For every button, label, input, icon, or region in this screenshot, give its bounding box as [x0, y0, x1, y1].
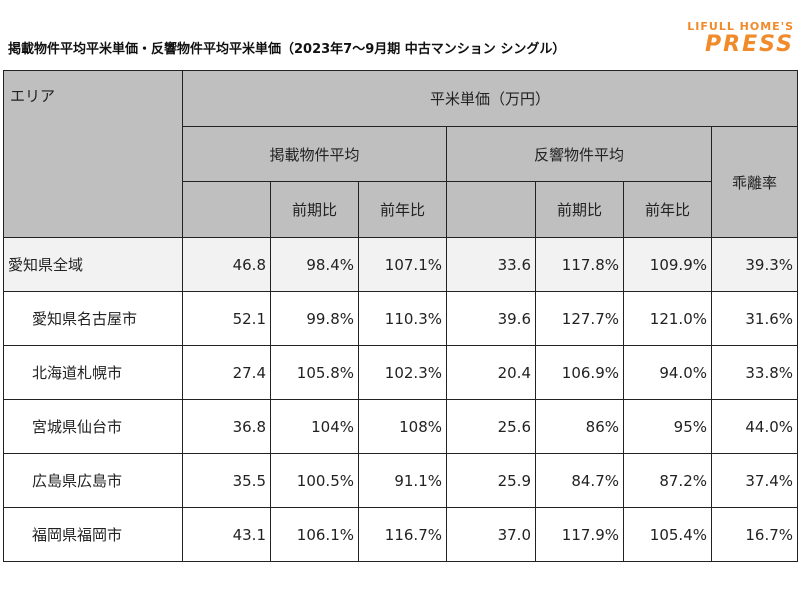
cell-gap: 33.8% — [710, 345, 799, 400]
header-listing-qoq: 前期比 — [270, 181, 359, 238]
header-listing-yoy: 前年比 — [358, 181, 447, 238]
header-listing-avg: 掲載物件平均 — [182, 126, 447, 182]
cell-area: 福岡県福岡市 — [3, 507, 183, 562]
cell-gap: 39.3% — [710, 237, 799, 292]
header-listing-blank — [182, 181, 271, 238]
cell-listing-yoy: 116.7% — [358, 507, 447, 562]
cell-listing-yoy: 110.3% — [358, 291, 447, 346]
cell-response: 37.0 — [446, 507, 536, 562]
brand-logo-main: PRESS — [705, 32, 794, 57]
cell-response: 25.9 — [446, 453, 536, 508]
cell-response: 33.6 — [446, 237, 536, 292]
cell-response-qoq: 84.7% — [535, 453, 624, 508]
cell-response-qoq: 106.9% — [535, 345, 624, 400]
page-title: 掲載物件平均平米単価・反響物件平均平米単価（2023年7～9月期 中古マンション… — [8, 42, 566, 57]
cell-listing-qoq: 106.1% — [270, 507, 359, 562]
cell-listing: 43.1 — [182, 507, 271, 562]
cell-response-qoq: 117.9% — [535, 507, 624, 562]
cell-response-yoy: 109.9% — [623, 237, 712, 292]
cell-listing: 52.1 — [182, 291, 271, 346]
cell-listing: 27.4 — [182, 345, 271, 400]
brand-logo-top: LIFULL HOME'S — [687, 20, 794, 33]
cell-listing-yoy: 102.3% — [358, 345, 447, 400]
cell-listing-qoq: 100.5% — [270, 453, 359, 508]
cell-response: 20.4 — [446, 345, 536, 400]
cell-response-yoy: 87.2% — [623, 453, 712, 508]
table-row: 愛知県全域 46.8 98.4% 107.1% 33.6 117.8% 109.… — [3, 237, 799, 292]
cell-response-yoy: 94.0% — [623, 345, 712, 400]
table-row: 愛知県名古屋市 52.1 99.8% 110.3% 39.6 127.7% 12… — [3, 291, 799, 346]
header-response-yoy: 前年比 — [623, 181, 712, 238]
cell-response-yoy: 95% — [623, 399, 712, 454]
cell-listing-qoq: 104% — [270, 399, 359, 454]
table-row: 福岡県福岡市 43.1 106.1% 116.7% 37.0 117.9% 10… — [3, 507, 799, 562]
cell-response-yoy: 121.0% — [623, 291, 712, 346]
cell-gap: 31.6% — [710, 291, 799, 346]
cell-listing-qoq: 98.4% — [270, 237, 359, 292]
cell-response: 25.6 — [446, 399, 536, 454]
cell-area: 北海道札幌市 — [3, 345, 183, 400]
cell-listing-qoq: 105.8% — [270, 345, 359, 400]
table-row: 宮城県仙台市 36.8 104% 108% 25.6 86% 95% 44.0% — [3, 399, 799, 454]
header-gap: 乖離率 — [710, 126, 799, 238]
cell-response-qoq: 86% — [535, 399, 624, 454]
cell-listing: 46.8 — [182, 237, 271, 292]
cell-response-qoq: 127.7% — [535, 291, 624, 346]
cell-gap: 44.0% — [710, 399, 799, 454]
cell-area: 広島県広島市 — [3, 453, 183, 508]
cell-listing-yoy: 107.1% — [358, 237, 447, 292]
cell-gap: 16.7% — [710, 507, 799, 562]
header-area: エリア — [3, 70, 183, 238]
cell-listing-yoy: 108% — [358, 399, 447, 454]
table-row: 広島県広島市 35.5 100.5% 91.1% 25.9 84.7% 87.2… — [3, 453, 799, 508]
cell-response-yoy: 105.4% — [623, 507, 712, 562]
cell-area: 愛知県全域 — [3, 237, 183, 292]
cell-area: 愛知県名古屋市 — [3, 291, 183, 346]
brand-logo: LIFULL HOME'S PRESS — [687, 20, 794, 57]
cell-response: 39.6 — [446, 291, 536, 346]
cell-listing: 36.8 — [182, 399, 271, 454]
header-response-avg: 反響物件平均 — [446, 126, 712, 182]
cell-listing: 35.5 — [182, 453, 271, 508]
cell-area: 宮城県仙台市 — [3, 399, 183, 454]
header-response-blank — [446, 181, 536, 238]
cell-listing-yoy: 91.1% — [358, 453, 447, 508]
header-response-qoq: 前期比 — [535, 181, 624, 238]
table-row: 北海道札幌市 27.4 105.8% 102.3% 20.4 106.9% 94… — [3, 345, 799, 400]
cell-gap: 37.4% — [710, 453, 799, 508]
price-table: エリア 平米単価（万円） 掲載物件平均 反響物件平均 乖離率 前期比 前年比 前… — [3, 70, 799, 562]
cell-listing-qoq: 99.8% — [270, 291, 359, 346]
header-unit: 平米単価（万円） — [181, 70, 799, 127]
cell-response-qoq: 117.8% — [535, 237, 624, 292]
